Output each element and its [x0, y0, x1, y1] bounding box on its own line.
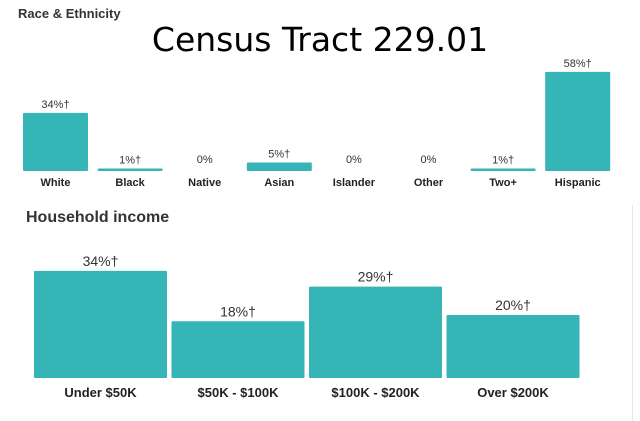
- race-chart-title: Race & Ethnicity: [18, 6, 121, 21]
- category-label: $50K - $100K: [198, 385, 280, 400]
- category-label: Under $50K: [64, 385, 137, 400]
- value-label: 0%: [197, 154, 213, 166]
- bar-0-1: [97, 168, 163, 171]
- bar-0-3: [246, 162, 312, 171]
- income-chart-title: Household income: [26, 209, 170, 226]
- category-label: $100K - $200K: [331, 385, 420, 400]
- category-label: Black: [115, 177, 145, 189]
- page-title: Census Tract 229.01: [151, 20, 489, 59]
- value-label: 0%: [346, 154, 362, 166]
- category-label: White: [41, 177, 71, 189]
- category-label: Over $200K: [477, 385, 549, 400]
- bar-0-6: [470, 168, 536, 171]
- category-label: Asian: [264, 177, 294, 189]
- value-label: 20%†: [495, 297, 531, 313]
- bar-1-1: [171, 321, 305, 378]
- bar-1-0: [34, 270, 167, 378]
- bar-0-7: [545, 71, 611, 171]
- value-label: 34%†: [41, 99, 69, 111]
- value-label: 1%†: [119, 155, 141, 167]
- value-label: 29%†: [358, 269, 394, 285]
- category-label: Two+: [489, 177, 517, 189]
- category-label: Native: [188, 177, 221, 189]
- value-label: 0%: [421, 154, 437, 166]
- value-label: 18%†: [220, 303, 256, 319]
- value-label: 34%†: [83, 253, 119, 269]
- value-label: 1%†: [492, 155, 514, 167]
- value-label: 58%†: [564, 58, 592, 70]
- category-label: Islander: [333, 177, 376, 189]
- category-label: Other: [414, 177, 444, 189]
- bar-1-2: [309, 286, 442, 378]
- value-label: 5%†: [268, 148, 290, 160]
- bar-1-3: [446, 315, 580, 378]
- divider: [632, 205, 633, 421]
- bar-0-0: [23, 112, 88, 171]
- category-label: Hispanic: [555, 177, 601, 189]
